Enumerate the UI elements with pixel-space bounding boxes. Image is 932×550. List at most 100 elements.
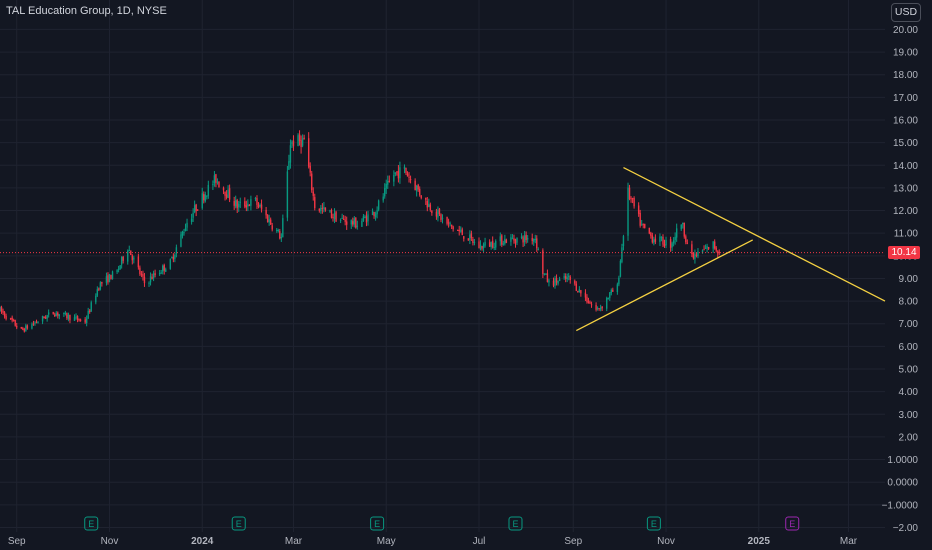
candle-body	[207, 184, 210, 196]
candle-body	[628, 187, 631, 199]
candle-body	[367, 214, 369, 222]
candle-body	[37, 321, 39, 323]
candle-body	[98, 288, 100, 290]
candle-body	[73, 317, 76, 321]
y-tick-label: 1.0000	[887, 455, 918, 466]
candle-body	[441, 217, 444, 220]
candle-body	[598, 308, 600, 310]
candle-body	[365, 216, 368, 223]
candle-body	[704, 247, 707, 249]
price-axis[interactable]: 20.00 19.00 18.00 17.00 16.00 15.00 14.00 13.00…	[882, 25, 919, 534]
candle-body	[108, 274, 111, 282]
candle-body	[607, 297, 609, 299]
candle-body	[470, 233, 473, 239]
candle-body	[175, 247, 178, 254]
earnings-marker-label: E	[88, 519, 94, 529]
last-price-label: 10.14	[888, 246, 920, 260]
candlestick-series	[0, 130, 720, 333]
x-tick-label: Sep	[8, 536, 26, 547]
candle-body	[555, 277, 558, 283]
candle-body	[196, 209, 199, 211]
candle-body	[171, 257, 173, 259]
currency-button[interactable]: USD	[891, 3, 921, 22]
candle-body	[536, 238, 538, 249]
earnings-marker-box	[231, 516, 246, 531]
candle-body	[355, 217, 357, 228]
candle-body	[12, 319, 15, 321]
candle-body	[467, 238, 470, 241]
candle-body	[511, 238, 514, 240]
candle-body	[633, 197, 635, 207]
candle-body	[314, 197, 316, 209]
candle-body	[396, 171, 398, 173]
candle-body	[99, 282, 102, 290]
candle-body	[584, 292, 587, 298]
candle-body	[339, 219, 342, 221]
candle-body	[644, 223, 646, 228]
earnings-marker: E	[84, 516, 99, 531]
candle-body	[329, 210, 331, 212]
x-tick-label: Nov	[657, 536, 675, 547]
candle-body	[473, 241, 476, 243]
candle-body	[558, 278, 561, 282]
candle-body	[376, 210, 378, 215]
y-tick-label: 19.00	[893, 48, 918, 59]
candle-body	[266, 215, 269, 223]
candle-body	[276, 229, 278, 231]
candle-body	[513, 238, 515, 241]
candle-body	[653, 239, 655, 243]
candle-body	[672, 240, 675, 244]
candle-body	[257, 204, 260, 208]
trendline-upper	[623, 166, 886, 302]
candle-body	[361, 220, 363, 227]
y-tick-label: 20.00	[893, 25, 918, 36]
candle-body	[665, 240, 667, 246]
candle-body	[130, 250, 132, 256]
candle-body	[552, 280, 555, 286]
candle-body	[701, 250, 704, 253]
candle-body	[110, 275, 112, 280]
candle-body	[589, 302, 591, 304]
candle-body	[286, 171, 289, 218]
candle-body	[674, 236, 676, 240]
candle-body	[58, 314, 61, 317]
candle-body	[238, 203, 240, 208]
time-axis[interactable]: Sep Nov 2024 Mar May Jul Sep Nov 2025 Mar	[8, 536, 858, 547]
candle-body	[342, 218, 345, 220]
candle-body	[548, 280, 550, 283]
candle-body	[107, 275, 109, 283]
candle-body	[438, 208, 441, 215]
candle-body	[142, 274, 144, 277]
candle-body	[259, 204, 261, 207]
candle-body	[320, 207, 322, 211]
candle-body	[619, 260, 622, 277]
candle-body	[616, 284, 619, 292]
candle-body	[706, 246, 708, 249]
candle-body	[54, 314, 56, 317]
candle-body	[16, 325, 18, 328]
candle-body	[683, 222, 685, 237]
candle-body	[140, 273, 143, 275]
drawing-overlays	[0, 166, 886, 332]
candle-body	[385, 183, 387, 189]
candle-body	[388, 180, 390, 182]
x-tick-label: May	[377, 536, 396, 547]
candle-body	[447, 222, 450, 224]
candle-body	[484, 241, 486, 246]
candle-body	[216, 181, 219, 183]
candle-body	[495, 241, 497, 248]
candle-body	[139, 267, 141, 274]
y-tick-label: −2.00	[893, 523, 919, 534]
candle-body	[5, 315, 7, 319]
x-tick-label: Sep	[564, 536, 582, 547]
candle-body	[639, 212, 641, 226]
candle-body	[568, 275, 570, 277]
candle-body	[606, 298, 608, 309]
candle-body	[186, 222, 188, 228]
candle-body	[399, 167, 401, 179]
candle-body	[2, 310, 4, 313]
candle-body	[280, 236, 283, 239]
candle-body	[630, 198, 632, 200]
candle-body	[301, 138, 304, 146]
